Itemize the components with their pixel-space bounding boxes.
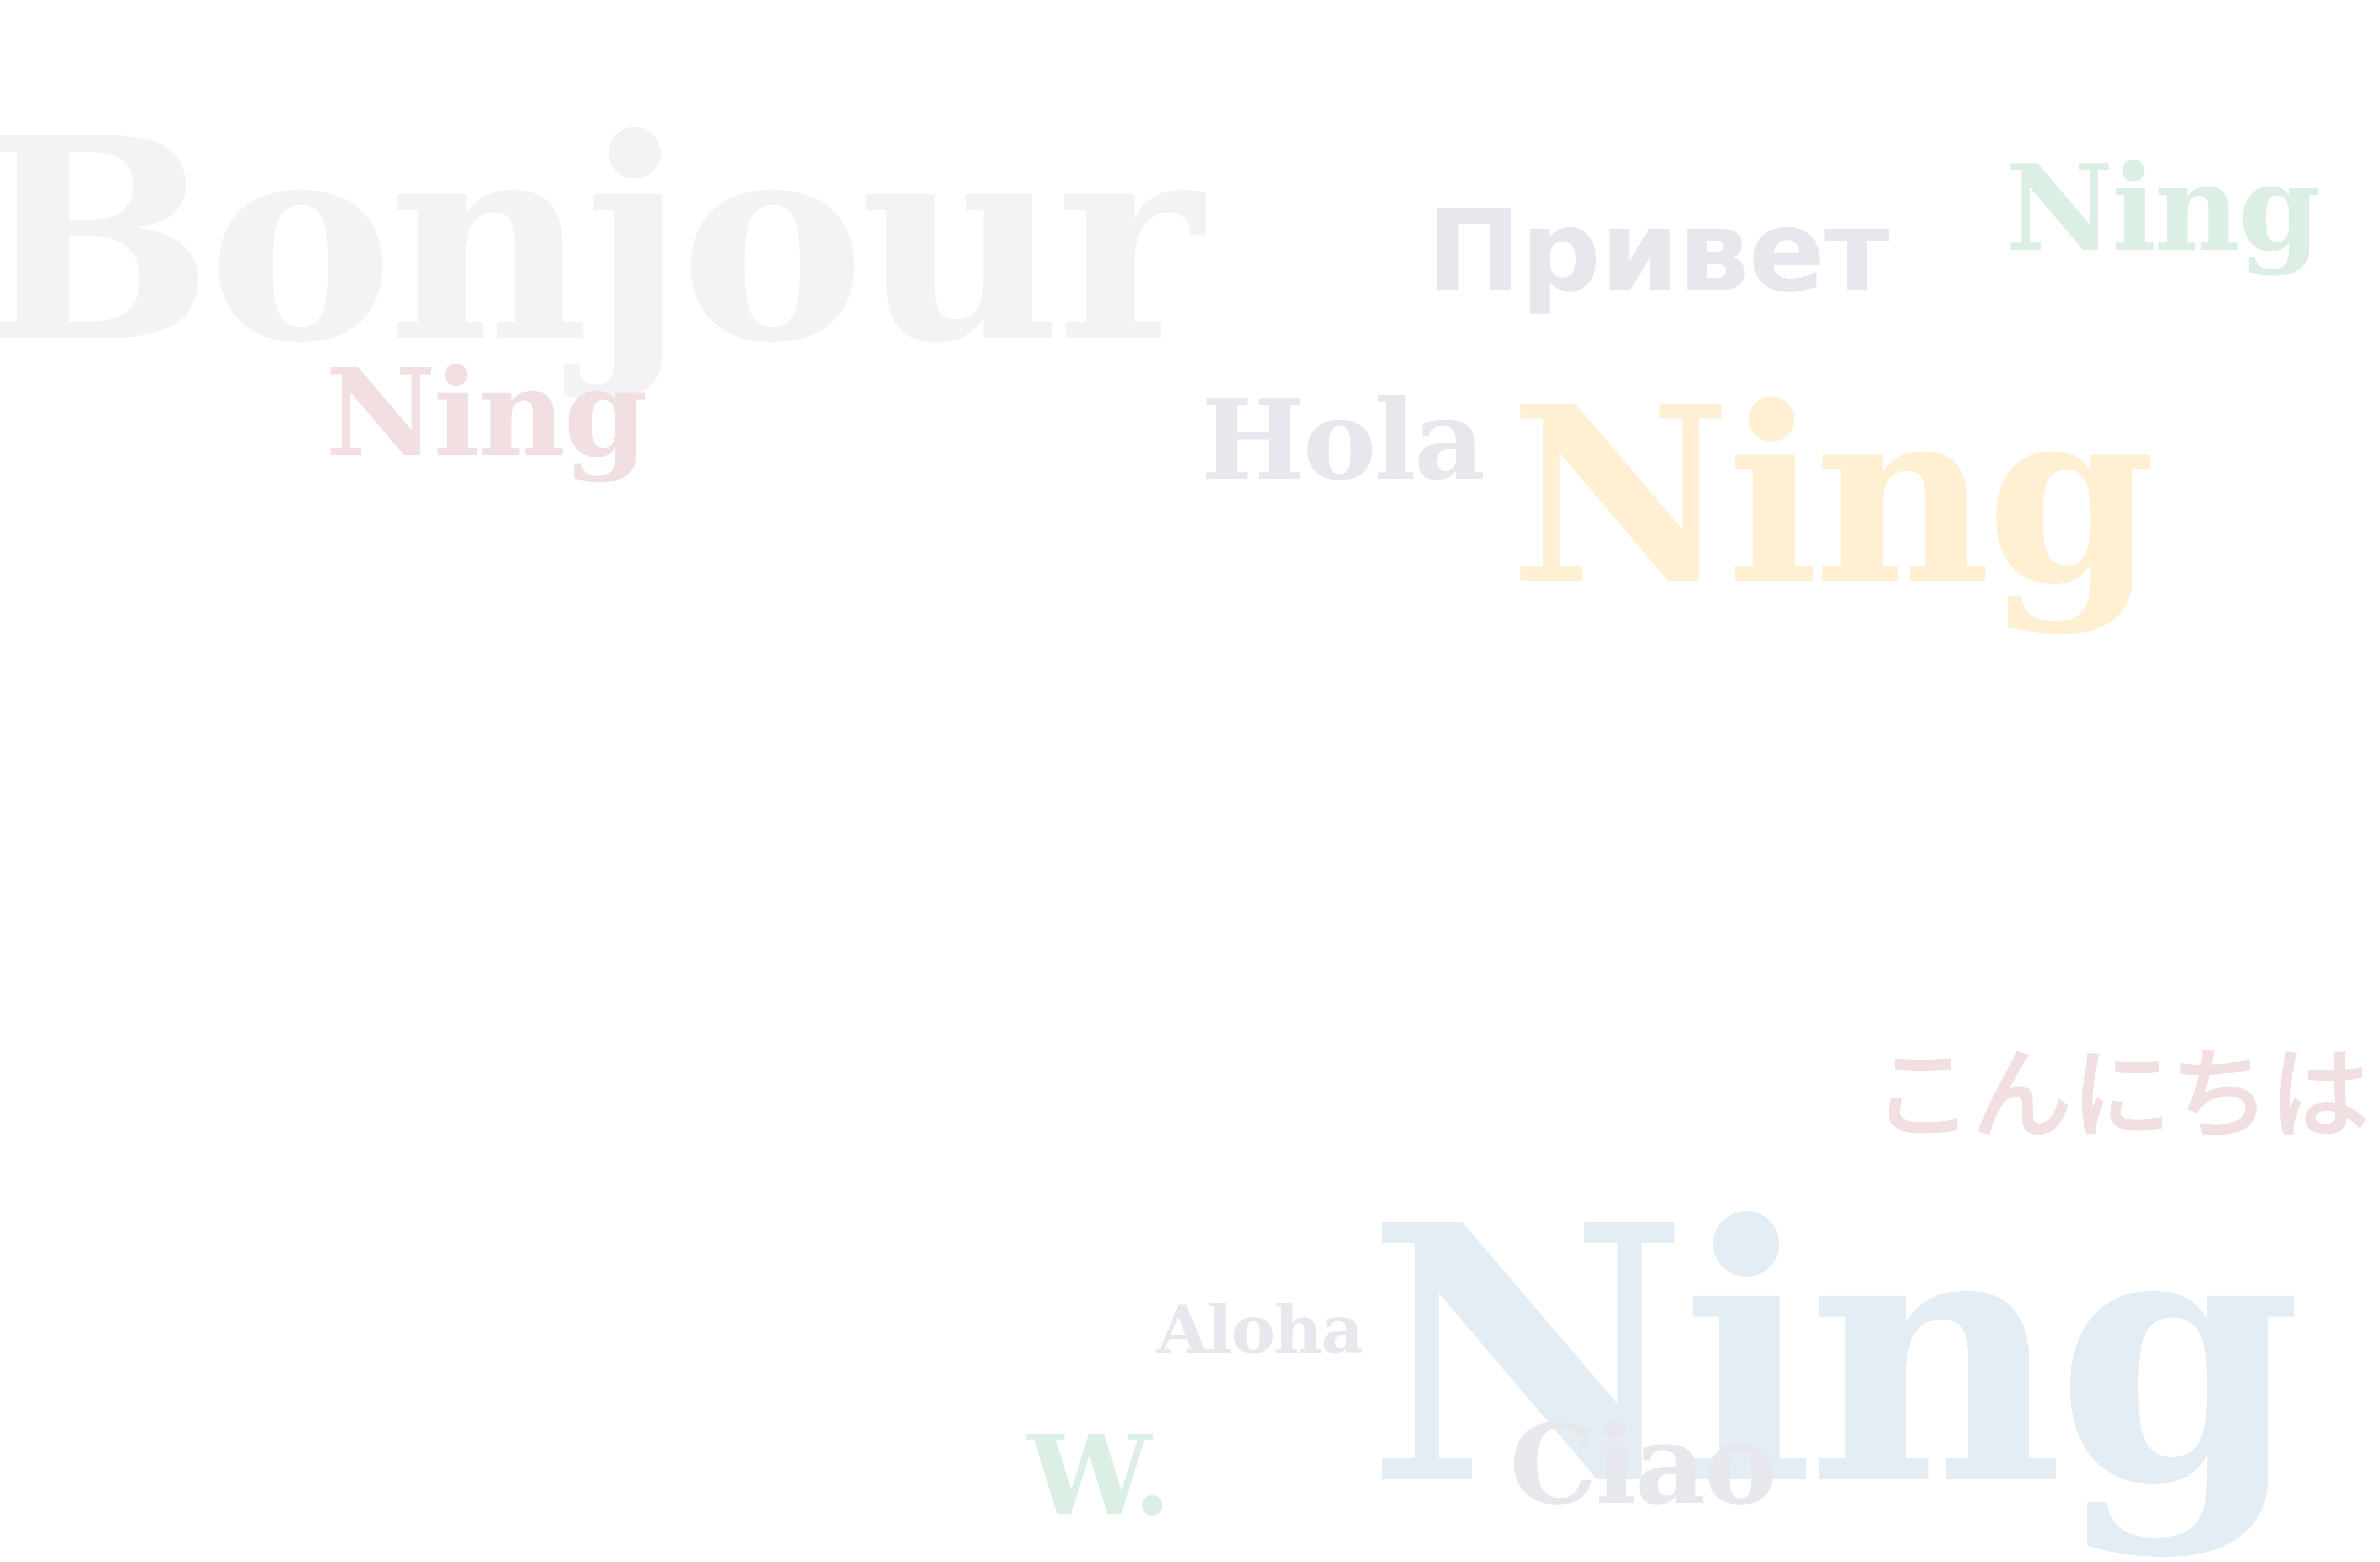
greeting-w-green: W. (1027, 1411, 1171, 1541)
greeting-bonjour: Bonjour (0, 78, 1203, 404)
greeting-konnichiwa: こんにちは (1873, 1038, 2370, 1153)
greeting-hola: Hola (1201, 376, 1485, 505)
greeting-ciao: Ciao (1510, 1400, 1777, 1530)
greeting-ning-green: Ning (2005, 138, 2321, 278)
greeting-ning-pink: Ning (325, 341, 648, 484)
greeting-ning-blue: Ning W (1366, 1148, 2380, 1562)
greeting-privet: Привет (1427, 186, 1890, 317)
greeting-ning-yellow: Ning (1510, 353, 2156, 638)
greeting-aloha: Aloha (1157, 1291, 1364, 1369)
